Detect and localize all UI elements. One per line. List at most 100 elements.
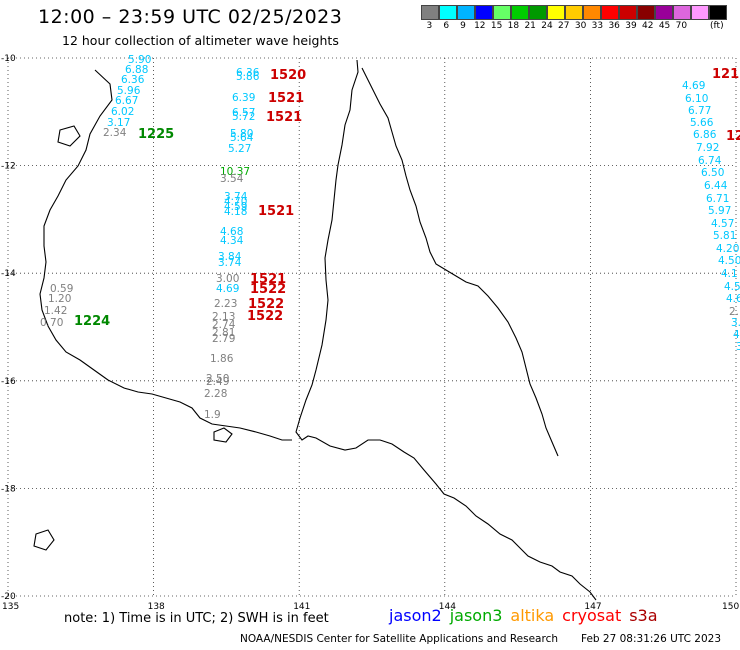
wave-height-value: 4.70 <box>224 196 247 208</box>
wave-height-value: 6.67 <box>115 95 138 107</box>
pass-time-label: 1520 <box>270 68 306 83</box>
wave-height-value: 2. <box>729 306 739 318</box>
footer-timestamp: Feb 27 08:31:26 UTC 2023 <box>581 633 721 645</box>
color-scale-label: 70 <box>675 21 688 31</box>
color-scale-label: 45 <box>658 21 671 31</box>
color-scale-label: 24 <box>541 21 553 31</box>
island-north <box>57 125 81 147</box>
wave-height-value: 5.96 <box>117 85 141 97</box>
wave-height-value: 3.17 <box>107 117 130 129</box>
wave-height-value: 1.9 <box>204 409 221 421</box>
wave-height-values: 5.906.886.365.966.676.023.172.346.365.86… <box>40 54 740 421</box>
wave-height-value: 10.37 <box>220 166 250 178</box>
satellite-legend-s3a: s3a <box>629 606 658 625</box>
lon-tick-label: 150 <box>722 602 739 612</box>
wave-height-value: 5.80 <box>230 128 253 140</box>
pass-time-label: 121 <box>712 67 739 82</box>
wave-height-value: 6.77 <box>688 105 711 117</box>
lon-tick-label: 141 <box>293 602 310 612</box>
color-scale-swatch <box>655 5 673 20</box>
wave-height-value: 4.50 <box>718 255 740 267</box>
wave-height-value: 1.20 <box>48 293 71 305</box>
pass-time-label: 1224 <box>74 314 110 329</box>
pass-time-label: 1522 <box>250 282 286 297</box>
wave-height-value: 4.6 <box>726 293 740 305</box>
wave-height-value: 0.59 <box>50 283 73 295</box>
coastline-northeast <box>361 67 559 457</box>
wave-height-value: 4.68 <box>220 226 243 238</box>
color-scale-label: 15 <box>490 21 503 31</box>
wave-height-value: 4.34 <box>220 235 244 247</box>
wave-height-value: 6.10 <box>685 93 708 105</box>
color-scale-label: 18 <box>507 21 520 31</box>
pass-time-label: 12 <box>726 129 740 144</box>
lon-tick-label: 135 <box>2 602 19 612</box>
wave-height-value: 3. <box>731 317 740 329</box>
footer-credit: NOAA/NESDIS Center for Satellite Applica… <box>240 633 558 645</box>
wave-height-value: 2.23 <box>214 298 237 310</box>
satellite-legend-jason2: jason2 <box>389 606 442 625</box>
wave-height-value: 6.50 <box>701 167 724 179</box>
color-scale-swatch <box>601 5 619 20</box>
color-scale-label: 42 <box>642 21 654 31</box>
satellite-legend-jason3: jason3 <box>449 606 503 625</box>
color-scale-label: 21 <box>524 21 536 31</box>
wave-height-value: 7.92 <box>696 142 719 154</box>
color-scale-swatches <box>421 5 727 20</box>
wave-height-value: 0.70 <box>40 317 63 329</box>
wave-height-value: 5.90 <box>128 54 151 66</box>
wave-height-value: 4.1 <box>721 268 738 280</box>
satellite-legend-cryosat: cryosat <box>562 606 622 625</box>
color-scale-swatch <box>511 5 529 20</box>
color-scale-label: 6 <box>443 21 450 31</box>
island-mornington <box>213 427 233 443</box>
wave-height-value: 4.59 <box>224 201 247 213</box>
axis-tick-labels: 135 138 141 144 147 150 -10 -12 -14 -16 -18 -20 <box>1 54 739 612</box>
wave-height-value: 1.86 <box>210 353 234 365</box>
wave-height-value: 3.00 <box>216 273 239 285</box>
wave-height-value: 6.36 <box>121 74 145 86</box>
satellite-legend-altika: altika <box>510 606 555 625</box>
wave-height-value: 6.39 <box>232 92 255 104</box>
map-subtitle: 12 hour collection of altimeter wave hei… <box>62 33 339 48</box>
island-south <box>33 529 55 551</box>
color-scale-label: 27 <box>558 21 570 31</box>
wave-height-value: 6.36 <box>236 67 260 79</box>
wave-height-value: 6.57 <box>232 107 255 119</box>
lon-tick-label: 138 <box>148 602 165 612</box>
pass-time-label: 1522 <box>248 297 284 312</box>
wave-height-value: 3 <box>736 341 740 353</box>
lat-tick-label: -10 <box>1 54 16 64</box>
color-scale-label: 33 <box>591 21 604 31</box>
wave-height-value: 2.79 <box>212 333 235 345</box>
color-scale-swatch <box>493 5 511 20</box>
wave-height-value: 3.54 <box>220 173 244 185</box>
note-text: note: 1) Time is in UTC; 2) SWH is in fe… <box>64 611 329 626</box>
lat-tick-label: -14 <box>1 269 16 279</box>
pass-time-label: 1521 <box>268 91 304 106</box>
lat-tick-label: -18 <box>1 484 16 494</box>
color-scale-swatch <box>619 5 637 20</box>
color-scale-labels: 3 6 9 12 15 18 21 24 27 30 33 36 39 42 45 70 (ft) <box>421 21 727 31</box>
wave-height-value: 3.74 <box>224 191 248 203</box>
wave-height-value: 5.72 <box>232 111 255 123</box>
wave-height-value: 6.88 <box>125 64 148 76</box>
pass-time-label: 1225 <box>138 127 174 142</box>
pass-time-label: 1522 <box>247 309 283 324</box>
color-scale-swatch <box>709 5 727 20</box>
wave-height-value: 5.64 <box>230 132 254 144</box>
wave-height-value: 5.27 <box>228 143 251 155</box>
wave-height-value: 4.69 <box>216 283 239 295</box>
color-scale-label: 30 <box>574 21 587 31</box>
wave-height-value: 2.50 <box>206 373 229 385</box>
color-scale-swatch <box>637 5 655 20</box>
coastline-gulf-west <box>39 69 292 441</box>
wave-height-value: 4. <box>733 329 740 341</box>
lat-tick-label: -20 <box>1 592 16 602</box>
wave-height-value: 4.20 <box>716 243 739 255</box>
lat-lon-grid <box>7 57 737 597</box>
color-scale-swatch <box>439 5 457 20</box>
color-scale-label: 3 <box>426 21 433 31</box>
wave-height-value: 2.81 <box>212 327 235 339</box>
